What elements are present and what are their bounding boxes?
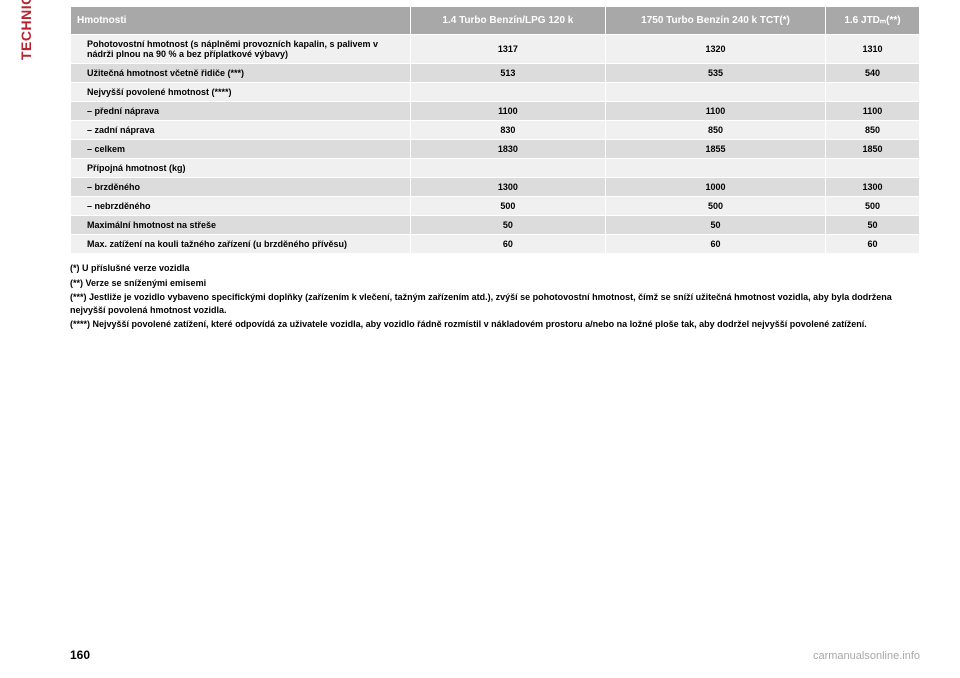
row-value: 50 <box>606 216 826 235</box>
table-row: Nejvyšší povolené hmotnost (****) <box>71 83 920 102</box>
footnote-1: (*) U příslušné verze vozidla <box>70 262 920 275</box>
row-value <box>825 159 919 178</box>
row-value: 1320 <box>606 35 826 64</box>
weights-table: Hmotnosti 1.4 Turbo Benzín/LPG 120 k 175… <box>70 6 920 254</box>
row-value <box>606 159 826 178</box>
row-value: 1100 <box>410 102 606 121</box>
row-value: 1317 <box>410 35 606 64</box>
header-col-3: 1.6 JTDₘ(**) <box>825 7 919 35</box>
row-value: 500 <box>606 197 826 216</box>
row-value: 1855 <box>606 140 826 159</box>
table-row: Přípojná hmotnost (kg) <box>71 159 920 178</box>
row-label: Užitečná hmotnost včetně řidiče (***) <box>71 64 411 83</box>
row-label: – zadní náprava <box>71 121 411 140</box>
row-value: 1300 <box>825 178 919 197</box>
table-row: Max. zatížení na kouli tažného zařízení … <box>71 235 920 254</box>
header-col-0: Hmotnosti <box>71 7 411 35</box>
row-label: Max. zatížení na kouli tažného zařízení … <box>71 235 411 254</box>
row-value: 535 <box>606 64 826 83</box>
section-label: TECHNICKÉ ÚDAJE <box>18 0 34 60</box>
row-value <box>410 159 606 178</box>
footnotes: (*) U příslušné verze vozidla (**) Verze… <box>70 262 920 331</box>
row-label: Přípojná hmotnost (kg) <box>71 159 411 178</box>
content-area: Hmotnosti 1.4 Turbo Benzín/LPG 120 k 175… <box>70 0 920 331</box>
row-value: 1830 <box>410 140 606 159</box>
row-value: 50 <box>410 216 606 235</box>
row-label: – přední náprava <box>71 102 411 121</box>
row-label: Nejvyšší povolené hmotnost (****) <box>71 83 411 102</box>
row-value <box>825 83 919 102</box>
row-value: 60 <box>410 235 606 254</box>
row-value: 1100 <box>606 102 826 121</box>
row-value: 1300 <box>410 178 606 197</box>
page-number: 160 <box>70 648 90 662</box>
table-row: – celkem 1830 1855 1850 <box>71 140 920 159</box>
header-col-1: 1.4 Turbo Benzín/LPG 120 k <box>410 7 606 35</box>
row-label: – brzděného <box>71 178 411 197</box>
watermark: carmanualsonline.info <box>813 650 920 662</box>
footnote-2: (**) Verze se sníženými emisemi <box>70 277 920 290</box>
row-value <box>606 83 826 102</box>
row-value: 1310 <box>825 35 919 64</box>
row-value: 500 <box>410 197 606 216</box>
row-value: 60 <box>825 235 919 254</box>
row-value: 850 <box>606 121 826 140</box>
row-value: 830 <box>410 121 606 140</box>
row-value <box>410 83 606 102</box>
table-row: – brzděného 1300 1000 1300 <box>71 178 920 197</box>
row-value: 1100 <box>825 102 919 121</box>
row-label: – nebrzděného <box>71 197 411 216</box>
footnote-4: (****) Nejvyšší povolené zatížení, které… <box>70 318 920 331</box>
table-row: – zadní náprava 830 850 850 <box>71 121 920 140</box>
row-value: 540 <box>825 64 919 83</box>
table-row: Pohotovostní hmotnost (s náplněmi provoz… <box>71 35 920 64</box>
footnote-3: (***) Jestliže je vozidlo vybaveno speci… <box>70 291 920 316</box>
row-value: 1850 <box>825 140 919 159</box>
table-row: Užitečná hmotnost včetně řidiče (***) 51… <box>71 64 920 83</box>
row-value: 500 <box>825 197 919 216</box>
row-value: 1000 <box>606 178 826 197</box>
table-row: – přední náprava 1100 1100 1100 <box>71 102 920 121</box>
row-value: 850 <box>825 121 919 140</box>
row-label: Maximální hmotnost na střeše <box>71 216 411 235</box>
row-value: 513 <box>410 64 606 83</box>
table-row: Maximální hmotnost na střeše 50 50 50 <box>71 216 920 235</box>
row-label: Pohotovostní hmotnost (s náplněmi provoz… <box>71 35 411 64</box>
row-label: – celkem <box>71 140 411 159</box>
header-col-2: 1750 Turbo Benzín 240 k TCT(*) <box>606 7 826 35</box>
table-row: – nebrzděného 500 500 500 <box>71 197 920 216</box>
row-value: 50 <box>825 216 919 235</box>
row-value: 60 <box>606 235 826 254</box>
